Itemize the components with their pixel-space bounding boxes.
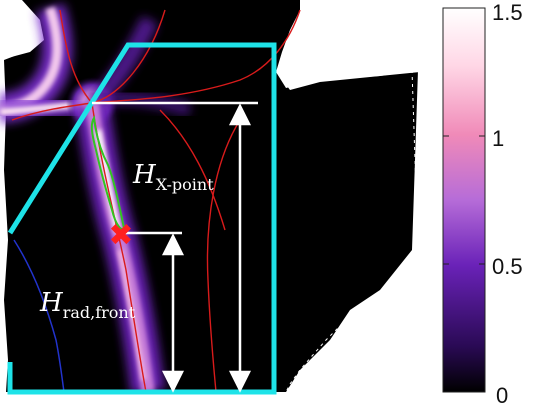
h-radfront-label: Hrad,front xyxy=(39,288,136,322)
colorbar-tick-label: 1.5 xyxy=(492,0,523,25)
colorbar-tick-label: 1 xyxy=(492,126,504,151)
colorbar-tick-label: 0.5 xyxy=(492,254,523,279)
wall-notch-right xyxy=(300,0,440,10)
wall-notch xyxy=(0,0,44,60)
h-xpoint-label: HX-point xyxy=(132,160,214,194)
measure-lines xyxy=(92,101,258,393)
baffle-notch xyxy=(278,40,420,90)
colorbar-tick-label: 0 xyxy=(496,383,508,408)
colorbar-gradient xyxy=(442,7,486,393)
domain-edge xyxy=(285,69,419,393)
front-marker: ✖ xyxy=(108,218,133,253)
arrow-head-down xyxy=(161,370,185,393)
target-contour xyxy=(13,239,65,393)
front-contour xyxy=(90,115,126,231)
arrow-head-up xyxy=(228,103,252,126)
divertor-floor-left xyxy=(7,362,40,395)
emission-map xyxy=(0,0,440,393)
arrow-head-down xyxy=(228,370,252,393)
arrow-head-up xyxy=(161,233,185,256)
colorbar: 1.5 1 0.5 0 xyxy=(442,0,523,408)
